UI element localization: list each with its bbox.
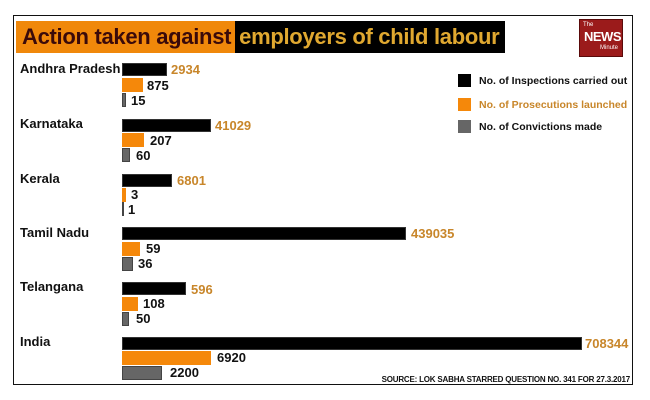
legend-label: No. of Prosecutions launched [479, 98, 628, 111]
value-prosecutions: 207 [150, 133, 172, 148]
legend-item-inspections: No. of Inspections carried out [458, 74, 627, 87]
bar-convictions [122, 202, 124, 216]
legend-item-prosecutions: No. of Prosecutions launched [458, 98, 627, 111]
title-part-2: employers of child labour [235, 21, 506, 53]
state-label: Telangana [20, 279, 84, 294]
bar-inspections [122, 282, 186, 295]
value-inspections: 596 [191, 282, 213, 297]
chart-title: Action taken against employers of child … [16, 21, 506, 53]
news-minute-logo: The NEWS Minute [579, 19, 623, 57]
value-convictions: 2200 [170, 365, 199, 380]
logo-line-3: Minute [599, 45, 618, 51]
bar-inspections [122, 337, 582, 350]
legend-label: No. of Inspections carried out [479, 74, 628, 87]
state-label: Kerala [20, 171, 60, 186]
bar-prosecutions [122, 297, 138, 311]
value-convictions: 50 [136, 311, 151, 326]
bar-prosecutions [122, 78, 143, 92]
bar-inspections [122, 174, 172, 187]
bar-inspections [122, 119, 211, 132]
bar-convictions [122, 312, 129, 326]
bar-convictions [122, 93, 126, 107]
value-prosecutions: 6920 [217, 350, 246, 365]
value-convictions: 36 [138, 256, 153, 271]
state-label: Tamil Nadu [20, 225, 90, 240]
value-convictions: 1 [128, 202, 136, 217]
logo-line-1: The [583, 22, 594, 28]
state-label: Andhra Pradesh [20, 61, 121, 76]
value-inspections: 708344 [585, 336, 629, 351]
value-inspections: 2934 [171, 62, 200, 77]
value-inspections: 6801 [177, 173, 206, 188]
chart-frame [13, 15, 633, 385]
value-inspections: 439035 [411, 226, 455, 241]
state-label: India [20, 334, 51, 349]
logo-line-2: NEWS [584, 29, 622, 44]
legend-label: No. of Convictions made [479, 120, 603, 133]
bar-inspections [122, 227, 406, 240]
bar-prosecutions [122, 242, 140, 256]
legend-item-convictions: No. of Convictions made [458, 120, 602, 133]
bar-prosecutions [122, 351, 211, 365]
value-convictions: 60 [136, 148, 151, 163]
bar-convictions [122, 257, 133, 271]
legend-swatch-orange [458, 98, 471, 111]
value-prosecutions: 3 [131, 187, 139, 202]
bar-prosecutions [122, 133, 144, 147]
value-inspections: 41029 [215, 118, 252, 133]
value-prosecutions: 875 [147, 78, 169, 93]
value-prosecutions: 59 [146, 241, 161, 256]
value-prosecutions: 108 [143, 296, 165, 311]
source-note: SOURCE: LOK SABHA STARRED QUESTION NO. 3… [381, 375, 631, 384]
bar-prosecutions [122, 188, 126, 202]
bar-convictions [122, 366, 162, 380]
bar-inspections [122, 63, 167, 76]
title-part-1: Action taken against [16, 21, 236, 53]
bar-convictions [122, 148, 130, 162]
value-convictions: 15 [131, 93, 146, 108]
legend-swatch-black [458, 74, 471, 87]
legend-swatch-gray [458, 120, 471, 133]
state-label: Karnataka [20, 116, 83, 131]
